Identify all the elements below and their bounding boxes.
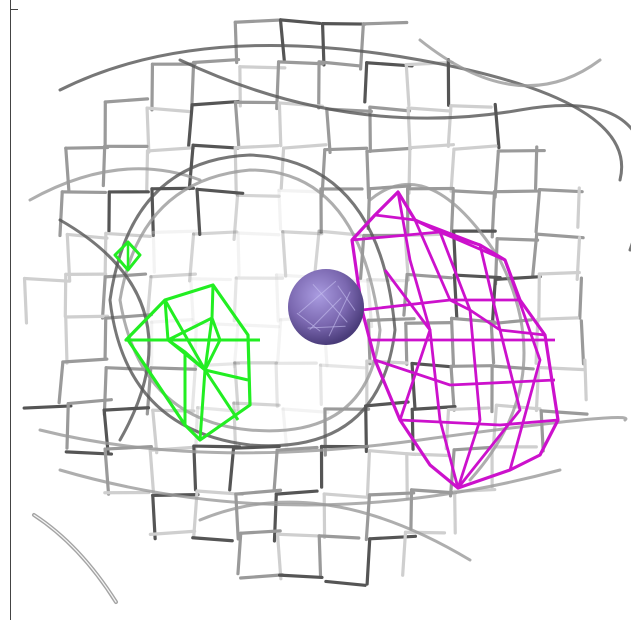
viewport-frame-top [10,9,18,10]
ion-sphere [288,269,364,345]
grey-density-mesh [22,18,631,604]
green-density-blob [113,240,260,442]
viewport-frame-left [10,0,11,620]
magenta-density-blob [350,190,560,490]
